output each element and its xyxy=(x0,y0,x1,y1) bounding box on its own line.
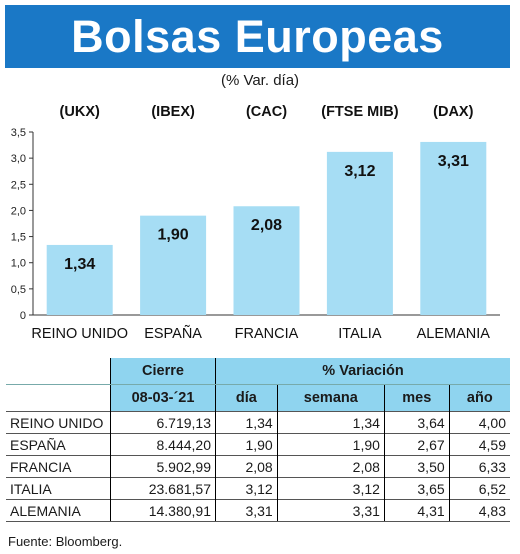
data-label: 2,08 xyxy=(251,217,282,234)
table-row: FRANCIA 5.902,99 2,08 2,08 3,50 6,33 xyxy=(6,455,510,478)
row-mes: 4,31 xyxy=(384,499,450,522)
ticker-label: (FTSE MIB) xyxy=(321,104,398,120)
header-variacion: % Variación xyxy=(215,358,510,385)
data-label: 1,34 xyxy=(64,256,95,273)
row-semana: 1,34 xyxy=(277,411,385,434)
header-semana: semana xyxy=(277,384,385,412)
chart-subtitle: (% Var. día) xyxy=(220,72,300,89)
bar xyxy=(420,141,487,315)
row-dia: 3,31 xyxy=(215,499,278,522)
header-mes: mes xyxy=(384,384,450,412)
bar xyxy=(46,244,113,315)
row-mes: 3,50 xyxy=(384,455,450,478)
title-banner: Bolsas Europeas xyxy=(5,5,510,68)
row-cierre: 5.902,99 xyxy=(110,455,216,478)
row-dia: 3,12 xyxy=(215,477,278,500)
bar xyxy=(326,151,393,315)
y-tick-label: 1,5 xyxy=(11,232,26,244)
bar xyxy=(233,206,300,315)
row-ano: 4,83 xyxy=(449,499,510,522)
ticker-label: (UKX) xyxy=(60,104,100,120)
y-tick-label: 3,0 xyxy=(11,153,26,165)
row-mes: 3,64 xyxy=(384,411,450,434)
row-name: ITALIA xyxy=(6,477,111,500)
bar xyxy=(140,215,207,315)
ticker-label: (DAX) xyxy=(433,104,473,120)
data-table: Cierre % Variación 08-03-´21 día semana … xyxy=(6,358,510,522)
x-tick-label: FRANCIA xyxy=(235,326,299,342)
y-tick-label: 2,0 xyxy=(11,205,26,217)
y-tick-label: 0 xyxy=(20,310,26,322)
y-tick-label: 2,5 xyxy=(11,179,26,191)
data-label: 3,31 xyxy=(438,153,469,170)
x-tick-label: REINO UNIDO xyxy=(31,326,128,342)
header-ano: año xyxy=(449,384,510,412)
row-mes: 2,67 xyxy=(384,433,450,456)
row-name: FRANCIA xyxy=(6,455,111,478)
row-name: ESPAÑA xyxy=(6,433,111,456)
row-semana: 3,12 xyxy=(277,477,385,500)
row-semana: 1,90 xyxy=(277,433,385,456)
row-cierre: 6.719,13 xyxy=(110,411,216,434)
data-label: 1,90 xyxy=(158,227,189,244)
y-tick-label: 3,5 xyxy=(11,127,26,139)
table-row: REINO UNIDO 6.719,13 1,34 1,34 3,64 4,00 xyxy=(6,411,510,434)
y-tick-label: 1,0 xyxy=(11,258,26,270)
table-row: ESPAÑA 8.444,20 1,90 1,90 2,67 4,59 xyxy=(6,433,510,456)
x-tick-label: ITALIA xyxy=(338,326,382,342)
row-ano: 6,33 xyxy=(449,455,510,478)
table-row: ALEMANIA 14.380,91 3,31 3,31 4,31 4,83 xyxy=(6,499,510,522)
row-ano: 6,52 xyxy=(449,477,510,500)
row-semana: 3,31 xyxy=(277,499,385,522)
header-cierre: Cierre xyxy=(110,358,216,385)
header-date: 08-03-´21 xyxy=(110,384,216,412)
chart-title: Bolsas Europeas xyxy=(71,10,444,62)
row-cierre: 14.380,91 xyxy=(110,499,216,522)
row-cierre: 23.681,57 xyxy=(110,477,216,500)
x-tick-label: ESPAÑA xyxy=(144,325,202,342)
row-name: ALEMANIA xyxy=(6,499,111,522)
row-ano: 4,59 xyxy=(449,433,510,456)
source-note: Fuente: Bloomberg. xyxy=(8,534,123,549)
row-dia: 1,34 xyxy=(215,411,278,434)
row-ano: 4,00 xyxy=(449,411,510,434)
ticker-label: (CAC) xyxy=(246,104,287,120)
y-tick-label: 0,5 xyxy=(11,284,26,296)
row-mes: 3,65 xyxy=(384,477,450,500)
data-label: 3,12 xyxy=(344,163,375,180)
table-corner xyxy=(6,358,111,385)
row-semana: 2,08 xyxy=(277,455,385,478)
bar-chart: 0 0,5 1,0 1,5 2,0 2,5 3,0 3,5 1,34 (UKX) REINO UNI… xyxy=(11,104,500,342)
x-tick-label: ALEMANIA xyxy=(417,326,491,342)
row-dia: 1,90 xyxy=(215,433,278,456)
ticker-label: (IBEX) xyxy=(151,104,195,120)
table-corner-2 xyxy=(6,384,111,412)
row-cierre: 8.444,20 xyxy=(110,433,216,456)
header-dia: día xyxy=(215,384,278,412)
row-dia: 2,08 xyxy=(215,455,278,478)
table-row: ITALIA 23.681,57 3,12 3,12 3,65 6,52 xyxy=(6,477,510,500)
row-name: REINO UNIDO xyxy=(6,411,111,434)
